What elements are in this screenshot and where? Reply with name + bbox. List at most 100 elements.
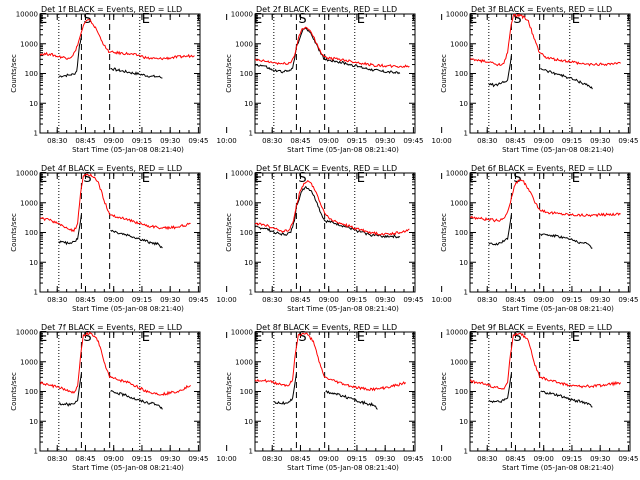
- interval-label: E: [469, 171, 477, 186]
- interval-label: E: [357, 330, 365, 345]
- panel-title: Det 5f BLACK = Events, RED = LLD: [256, 164, 397, 173]
- y-tick-label: 1000: [20, 40, 38, 48]
- interval-label: E: [254, 330, 262, 345]
- interval-label: E: [142, 330, 150, 345]
- y-tick-label: 10: [244, 100, 253, 108]
- x-tick-label: 09:00: [104, 455, 124, 463]
- y-tick-label: 100: [240, 229, 253, 237]
- x-tick-label: 08:30: [47, 137, 67, 145]
- x-tick-label: 09:45: [403, 137, 423, 145]
- panel-5: Det 5f BLACK = Events, RED = LLD 1 10 100 10…: [225, 164, 452, 313]
- x-tick-label: 09:45: [403, 296, 423, 304]
- interval-label: S: [83, 171, 91, 186]
- y-tick-label: 1000: [20, 199, 38, 207]
- y-tick-label: 10: [459, 100, 468, 108]
- y-tick-label: 100: [25, 229, 38, 237]
- x-tick-label: 09:15: [347, 137, 367, 145]
- y-tick-label: 10000: [16, 11, 38, 19]
- y-tick-label: 10000: [231, 170, 253, 178]
- y-tick-label: 100: [25, 388, 38, 396]
- x-axis-label: Start Time (05-Jan-08 08:21:40): [502, 305, 614, 313]
- y-axis-label: Counts/sec: [440, 213, 448, 252]
- x-tick-label: 09:00: [534, 455, 554, 463]
- interval-label: E: [142, 12, 150, 27]
- x-tick-label: 09:15: [132, 137, 152, 145]
- series-lld: [255, 180, 410, 236]
- interval-label: E: [357, 171, 365, 186]
- y-tick-label: 10000: [231, 11, 253, 19]
- x-tick-label: 08:45: [505, 455, 525, 463]
- x-tick-label: 09:45: [618, 137, 638, 145]
- plot-frame: [254, 331, 416, 452]
- x-tick-label: 08:45: [290, 296, 310, 304]
- x-tick-label: 08:30: [47, 296, 67, 304]
- y-tick-label: 100: [455, 388, 468, 396]
- x-tick-label: 10:00: [432, 137, 452, 145]
- interval-label: E: [142, 171, 150, 186]
- x-tick-label: 09:30: [375, 455, 395, 463]
- y-tick-label: 1000: [235, 199, 253, 207]
- panel-title: Det 7f BLACK = Events, RED = LLD: [41, 323, 182, 332]
- y-axis-label: Counts/sec: [225, 54, 233, 93]
- series-lld: [255, 332, 406, 392]
- x-tick-label: 08:45: [75, 137, 95, 145]
- panel-2: Det 2f BLACK = Events, RED = LLD 1 10 100 10…: [225, 5, 452, 154]
- x-axis-label: Start Time (05-Jan-08 08:21:40): [72, 305, 184, 313]
- panel-9: Det 9f BLACK = Events, RED = LLD 1 10 100 10…: [440, 323, 639, 472]
- x-tick-label: 09:30: [590, 455, 610, 463]
- series-lld: [470, 14, 621, 67]
- interval-label: E: [572, 12, 580, 27]
- x-tick-label: 08:45: [505, 296, 525, 304]
- interval-label: S: [298, 171, 306, 186]
- y-tick-label: 1: [464, 289, 468, 297]
- interval-label: E: [254, 12, 262, 27]
- y-tick-label: 1: [249, 289, 253, 297]
- y-tick-label: 100: [25, 70, 38, 78]
- series-lld: [470, 332, 622, 390]
- x-axis-label: Start Time (05-Jan-08 08:21:40): [287, 464, 399, 472]
- x-tick-label: 09:00: [319, 296, 339, 304]
- x-axis-label: Start Time (05-Jan-08 08:21:40): [72, 146, 184, 154]
- plot-frame: [254, 172, 416, 293]
- x-tick-label: 09:00: [104, 137, 124, 145]
- y-tick-label: 10000: [446, 329, 468, 337]
- x-tick-label: 09:30: [160, 296, 180, 304]
- x-tick-label: 08:45: [290, 455, 310, 463]
- y-tick-label: 100: [240, 388, 253, 396]
- x-tick-label: 09:45: [403, 455, 423, 463]
- x-tick-label: 09:15: [562, 455, 582, 463]
- x-tick-label: 09:00: [534, 296, 554, 304]
- x-tick-label: 08:45: [505, 137, 525, 145]
- x-tick-label: 10:00: [432, 455, 452, 463]
- series-events: [58, 37, 163, 79]
- series-events: [58, 214, 163, 249]
- x-tick-label: 08:30: [262, 455, 282, 463]
- x-tick-label: 09:15: [132, 296, 152, 304]
- x-tick-label: 09:00: [104, 296, 124, 304]
- y-axis-label: Counts/sec: [440, 54, 448, 93]
- x-tick-label: 10:00: [217, 455, 237, 463]
- y-axis-label: Counts/sec: [225, 372, 233, 411]
- x-tick-label: 09:30: [590, 296, 610, 304]
- interval-label: E: [39, 12, 47, 27]
- x-tick-label: 09:15: [347, 296, 367, 304]
- x-tick-label: 10:00: [217, 137, 237, 145]
- y-tick-label: 10: [244, 259, 253, 267]
- interval-label: E: [572, 171, 580, 186]
- y-tick-label: 1: [249, 448, 253, 456]
- y-axis-label: Counts/sec: [225, 213, 233, 252]
- interval-label: S: [298, 12, 306, 27]
- x-tick-label: 09:00: [534, 137, 554, 145]
- y-tick-label: 1: [464, 448, 468, 456]
- interval-label: S: [83, 330, 91, 345]
- plot-frame: [469, 13, 631, 134]
- series-lld: [470, 179, 621, 223]
- plot-frame: [39, 13, 201, 134]
- y-tick-label: 1: [34, 448, 38, 456]
- x-tick-label: 09:15: [347, 455, 367, 463]
- y-tick-label: 10: [29, 418, 38, 426]
- y-tick-label: 10000: [446, 170, 468, 178]
- y-axis-label: Counts/sec: [10, 213, 18, 252]
- interval-label: E: [357, 12, 365, 27]
- series-events: [488, 214, 593, 249]
